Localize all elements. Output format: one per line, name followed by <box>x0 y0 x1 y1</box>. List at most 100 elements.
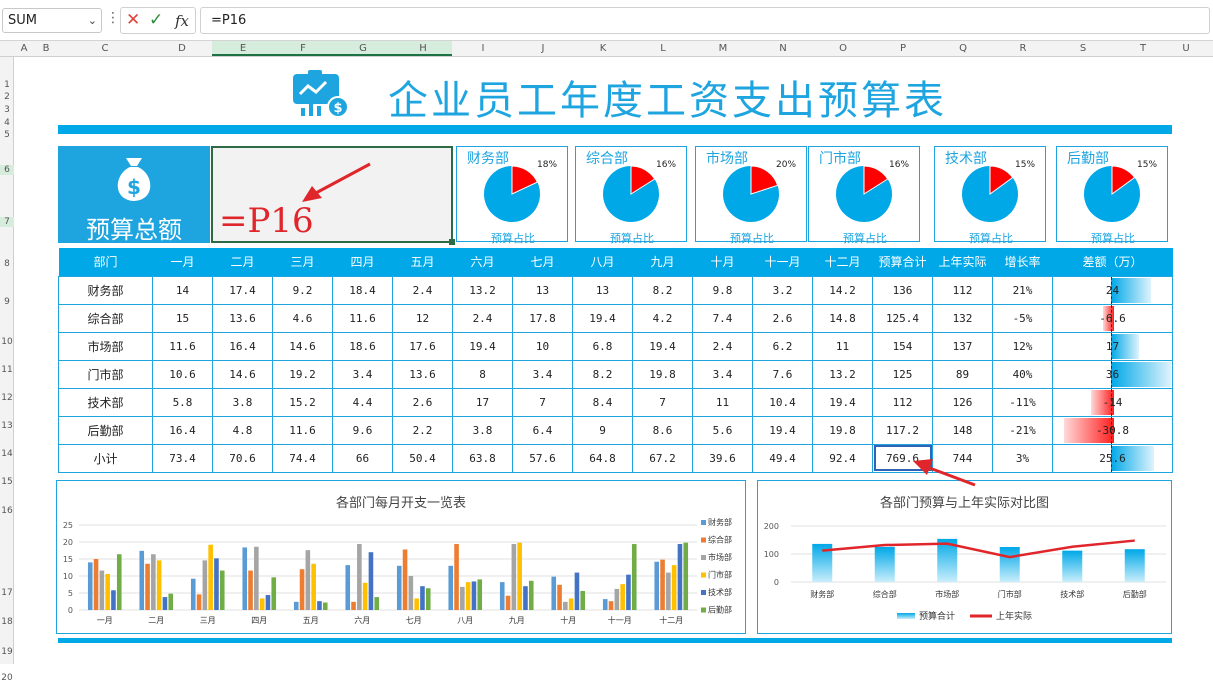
total-budget-cell[interactable]: =P16 <box>211 146 455 245</box>
value-cell[interactable]: 14.6 <box>272 331 333 361</box>
value-cell[interactable]: 18.4 <box>332 275 393 305</box>
value-cell[interactable]: 19.4 <box>752 415 813 445</box>
value-cell[interactable]: 64.8 <box>572 443 633 473</box>
column-header[interactable]: B <box>42 43 50 54</box>
value-cell[interactable]: 10 <box>512 331 573 361</box>
column-header[interactable]: E <box>239 43 247 54</box>
value-cell[interactable]: 11 <box>812 331 873 361</box>
value-cell[interactable]: 63.8 <box>452 443 513 473</box>
value-cell[interactable]: 4.4 <box>332 387 393 417</box>
row-header[interactable]: 14 <box>1 449 13 459</box>
value-cell[interactable]: 6.4 <box>512 415 573 445</box>
value-cell[interactable]: 19.4 <box>572 303 633 333</box>
value-cell[interactable]: 17 <box>452 387 513 417</box>
value-cell[interactable]: 13.6 <box>212 303 273 333</box>
value-cell[interactable]: 21% <box>992 275 1053 305</box>
column-header[interactable]: L <box>660 43 666 54</box>
value-cell[interactable]: 18.6 <box>332 331 393 361</box>
value-cell[interactable]: 92.4 <box>812 443 873 473</box>
value-cell[interactable]: 7.6 <box>752 359 813 389</box>
row-header[interactable]: 3 <box>4 105 10 115</box>
value-cell[interactable]: -21% <box>992 415 1053 445</box>
value-cell[interactable]: 11.6 <box>152 331 213 361</box>
dept-pie-card[interactable]: 财务部 18% 预算占比 <box>456 146 568 245</box>
column-header[interactable]: M <box>718 43 728 54</box>
value-cell[interactable]: 117.2 <box>872 415 933 445</box>
value-cell[interactable]: 3.4 <box>512 359 573 389</box>
value-cell[interactable]: 13 <box>512 275 573 305</box>
value-cell[interactable]: 2.6 <box>392 387 453 417</box>
value-cell[interactable]: 3.4 <box>332 359 393 389</box>
row-header[interactable]: 17 <box>1 588 13 598</box>
value-cell[interactable]: 10.4 <box>752 387 813 417</box>
value-cell[interactable]: 14.8 <box>812 303 873 333</box>
value-cell[interactable]: 744 <box>932 443 993 473</box>
column-header[interactable]: A <box>20 43 28 54</box>
difference-cell[interactable]: 36 <box>1052 359 1173 389</box>
value-cell[interactable]: 57.6 <box>512 443 573 473</box>
value-cell[interactable]: 125.4 <box>872 303 933 333</box>
row-header[interactable]: 8 <box>4 259 10 269</box>
row-header[interactable]: 10 <box>1 337 13 347</box>
value-cell[interactable]: 2.2 <box>392 415 453 445</box>
value-cell[interactable]: 8 <box>452 359 513 389</box>
column-header[interactable]: J <box>541 43 545 54</box>
value-cell[interactable]: 17.4 <box>212 275 273 305</box>
column-header[interactable]: U <box>1182 43 1190 54</box>
row-header[interactable]: 2 <box>4 92 10 102</box>
dept-cell[interactable]: 后勤部 <box>58 415 153 445</box>
dept-cell[interactable]: 综合部 <box>58 303 153 333</box>
value-cell[interactable]: 14 <box>152 275 213 305</box>
value-cell[interactable]: 19.2 <box>272 359 333 389</box>
value-cell[interactable]: 7 <box>632 387 693 417</box>
row-header[interactable]: 15 <box>1 477 13 487</box>
difference-cell[interactable]: 24 <box>1052 275 1173 305</box>
difference-cell[interactable]: 17 <box>1052 331 1173 361</box>
cancel-icon[interactable]: ✕ <box>126 10 141 30</box>
row-header[interactable]: 18 <box>1 617 13 627</box>
row-header[interactable]: 7 <box>0 217 14 227</box>
dept-pie-card[interactable]: 后勤部 15% 预算占比 <box>1056 146 1168 245</box>
value-cell[interactable]: 11.6 <box>272 415 333 445</box>
dept-cell[interactable]: 技术部 <box>58 387 153 417</box>
more-icon[interactable]: ⋮ <box>106 10 120 26</box>
row-header[interactable]: 11 <box>1 365 13 375</box>
value-cell[interactable]: 154 <box>872 331 933 361</box>
row-header[interactable]: 16 <box>1 506 13 516</box>
value-cell[interactable]: 4.6 <box>272 303 333 333</box>
value-cell[interactable]: 2.4 <box>692 331 753 361</box>
value-cell[interactable]: 4.2 <box>632 303 693 333</box>
enter-check-icon[interactable]: ✓ <box>149 10 164 30</box>
value-cell[interactable]: 15.2 <box>272 387 333 417</box>
row-header[interactable]: 9 <box>4 297 10 307</box>
name-box[interactable]: SUM ⌄ <box>2 8 102 33</box>
row-header[interactable]: 20 <box>1 673 13 683</box>
column-header[interactable]: T <box>1139 43 1147 54</box>
value-cell[interactable]: 12% <box>992 331 1053 361</box>
column-header[interactable]: H <box>419 43 427 54</box>
fill-handle[interactable] <box>449 239 455 245</box>
value-cell[interactable]: 17.6 <box>392 331 453 361</box>
value-cell[interactable]: 126 <box>932 387 993 417</box>
value-cell[interactable]: 3.4 <box>692 359 753 389</box>
value-cell[interactable]: 148 <box>932 415 993 445</box>
value-cell[interactable]: 49.4 <box>752 443 813 473</box>
value-cell[interactable]: 19.4 <box>632 331 693 361</box>
value-cell[interactable]: 112 <box>932 275 993 305</box>
row-header[interactable]: 12 <box>1 393 13 403</box>
row-header[interactable]: 19 <box>1 647 13 657</box>
value-cell[interactable]: 19.4 <box>812 387 873 417</box>
value-cell[interactable]: 13.2 <box>812 359 873 389</box>
value-cell[interactable]: 136 <box>872 275 933 305</box>
formula-input[interactable]: =P16 <box>200 7 1210 34</box>
dept-pie-card[interactable]: 门市部 16% 预算占比 <box>808 146 920 245</box>
monthly-expense-chart[interactable]: 各部门每月开支一览表 0 5 10 15 20 25 一月 二月 三月 四月 五月 六月 七月 八月 九月 十… <box>56 480 746 634</box>
value-cell[interactable]: 132 <box>932 303 993 333</box>
budget-vs-actual-chart[interactable]: 各部门预算与上年实际对比图 0 100 200 财务部 综合部 市场部 门市部 技术部 后勤部预… <box>757 480 1172 634</box>
value-cell[interactable]: 73.4 <box>152 443 213 473</box>
value-cell[interactable]: 2.6 <box>752 303 813 333</box>
value-cell[interactable]: 10.6 <box>152 359 213 389</box>
value-cell[interactable]: 137 <box>932 331 993 361</box>
value-cell[interactable]: 6.2 <box>752 331 813 361</box>
insert-function-icon[interactable]: fx <box>175 12 190 30</box>
